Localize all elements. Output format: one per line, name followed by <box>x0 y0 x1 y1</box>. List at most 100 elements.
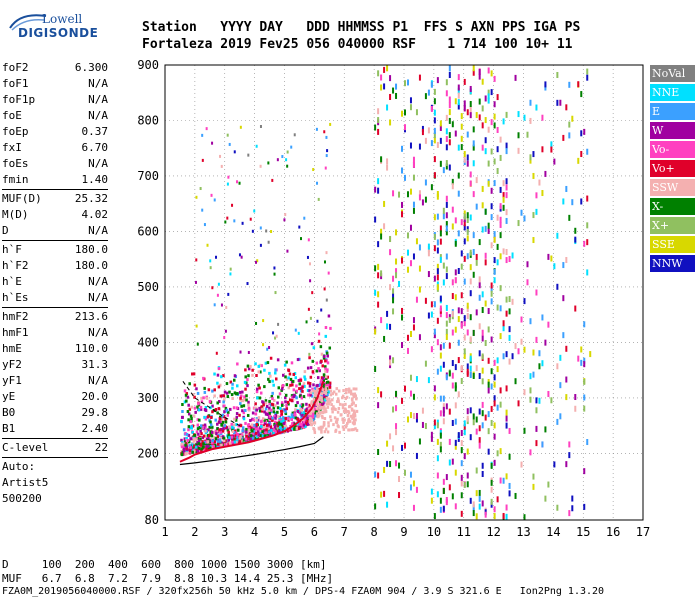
interference-point <box>475 513 478 520</box>
echo-point <box>295 396 298 400</box>
echo-point <box>226 410 230 414</box>
echo-point <box>196 449 200 453</box>
interference-point <box>496 496 499 503</box>
param-name: D <box>2 224 9 237</box>
echo-point <box>271 397 274 401</box>
echo-point <box>206 444 210 448</box>
interference-point <box>511 298 514 305</box>
param-name: B0 <box>2 406 16 419</box>
echo-point <box>291 379 295 383</box>
interference-point <box>565 345 568 352</box>
interference-point <box>475 112 478 119</box>
params-group-1: foF2 6.300 foF1 N/A foF1p N/A foE N/A foEp 0.… <box>2 60 108 188</box>
interference-point <box>490 187 493 194</box>
interference-point <box>541 146 544 153</box>
interference-point <box>457 230 460 237</box>
echo-point <box>261 417 265 421</box>
interference-point <box>577 81 580 88</box>
echo-point <box>303 375 306 379</box>
echo-point <box>299 407 302 411</box>
echo-point <box>211 389 214 393</box>
interference-point <box>457 172 460 179</box>
echo-point <box>347 387 351 391</box>
interference-point <box>487 381 490 388</box>
echo-point <box>327 314 331 318</box>
echo-point <box>316 319 319 323</box>
echo-point <box>233 378 236 382</box>
echo-point <box>217 444 220 448</box>
echo-point <box>285 407 289 411</box>
interference-point <box>412 161 415 168</box>
echo-point <box>341 425 345 429</box>
interference-point <box>538 350 541 357</box>
interference-point <box>550 255 553 262</box>
echo-point <box>229 441 232 445</box>
echo-point <box>183 389 187 393</box>
interference-point <box>401 307 404 314</box>
interference-point <box>493 113 496 120</box>
y-tick-label: 800 <box>137 113 159 127</box>
interference-point <box>454 382 457 389</box>
interference-point <box>526 131 529 138</box>
interference-point <box>439 352 442 359</box>
echo-point <box>218 417 222 421</box>
echo-point <box>305 320 308 324</box>
echo-point <box>246 282 249 286</box>
interference-point <box>475 253 478 260</box>
echo-point <box>326 361 330 365</box>
echo-point <box>271 391 274 395</box>
echo-point <box>253 423 256 427</box>
interference-point <box>424 179 427 186</box>
interference-point <box>377 70 380 77</box>
echo-point <box>281 409 284 413</box>
interference-point <box>580 359 583 366</box>
interference-point <box>499 203 502 210</box>
echo-point <box>233 417 236 421</box>
echo-point <box>273 266 276 270</box>
param-value: 213.6 <box>74 310 108 323</box>
echo-point <box>211 410 214 414</box>
param-row: B0 29.8 <box>2 405 108 421</box>
echo-point <box>254 402 257 406</box>
interference-point <box>412 317 415 324</box>
echo-point <box>213 394 216 398</box>
echo-point <box>286 249 289 253</box>
interference-point <box>389 461 392 468</box>
param-value: 2.40 <box>81 422 109 435</box>
echo-point <box>201 133 204 137</box>
interference-point <box>523 346 526 353</box>
interference-point <box>398 476 401 483</box>
interference-point <box>499 253 502 260</box>
interference-point <box>508 334 511 341</box>
echo-point <box>336 410 340 414</box>
interference-point <box>556 283 559 290</box>
interference-point <box>523 298 526 305</box>
interference-point <box>463 255 466 262</box>
interference-point <box>409 188 412 195</box>
echo-point <box>262 403 265 407</box>
echo-point <box>255 144 258 148</box>
echo-point <box>195 195 198 199</box>
echo-point <box>196 405 199 409</box>
echo-point <box>226 133 229 137</box>
interference-point <box>404 385 406 392</box>
echo-point <box>255 374 258 378</box>
interference-point <box>439 124 442 131</box>
echo-point <box>321 364 324 368</box>
interference-point <box>433 117 436 124</box>
interference-point <box>454 443 457 450</box>
interference-point <box>520 338 523 345</box>
interference-point <box>463 278 466 285</box>
interference-point <box>401 314 404 321</box>
echo-point <box>199 444 203 448</box>
echo-point <box>244 375 247 379</box>
param-row: foEp 0.37 <box>2 124 108 140</box>
echo-point <box>238 436 242 440</box>
echo-point <box>260 419 263 423</box>
echo-point <box>218 443 221 447</box>
interference-point <box>409 374 412 381</box>
interference-point <box>415 296 418 303</box>
echo-point <box>303 370 307 374</box>
interference-point <box>445 273 448 280</box>
echo-point <box>278 425 282 429</box>
